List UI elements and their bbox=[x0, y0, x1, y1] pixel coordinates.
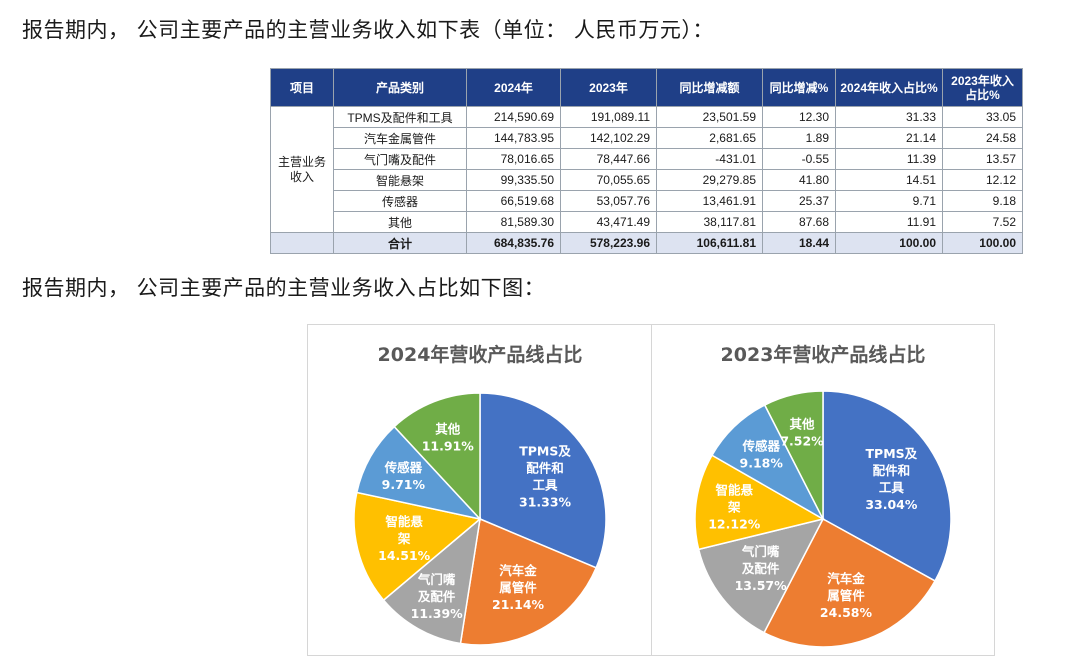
table-row: 传感器 66,519.68 53,057.76 13,461.91 25.37 … bbox=[271, 190, 1023, 212]
share-2023-cell: 33.05 bbox=[942, 106, 1023, 128]
share-2024-cell: 9.71 bbox=[835, 190, 943, 212]
heading-table-intro: 报告期内， 公司主要产品的主营业务收入如下表（单位： 人民币万元）： bbox=[22, 18, 714, 42]
diff-cell: 23,501.59 bbox=[656, 106, 763, 128]
diff-cell: 29,279.85 bbox=[656, 169, 763, 191]
diff-cell: -431.01 bbox=[656, 148, 763, 170]
slice-label-metal-tube: 汽车金属管件 21.14% bbox=[492, 563, 545, 612]
pie-slice-valve bbox=[382, 517, 482, 645]
share-2023-cell: 9.18 bbox=[942, 190, 1023, 212]
slice-label-other: 其他 11.91% bbox=[422, 421, 475, 453]
total-label-cell: 合计 bbox=[333, 232, 467, 254]
total-share-2023-cell: 100.00 bbox=[942, 232, 1023, 254]
share-2024-cell: 31.33 bbox=[835, 106, 943, 128]
total-share-2024-cell: 100.00 bbox=[835, 232, 943, 254]
pie-slice-suspension bbox=[353, 491, 482, 602]
table-row: 气门嘴及配件 78,016.65 78,447.66 -431.01 -0.55… bbox=[271, 148, 1023, 170]
header-cell: 产品类别 bbox=[333, 68, 467, 107]
slice-label-tpms: TPMS及配件和工具 33.04% bbox=[865, 446, 918, 512]
slice-label-sensor: 传感器 9.71% bbox=[382, 460, 426, 492]
value-2024-cell: 99,335.50 bbox=[466, 169, 561, 191]
share-2023-cell: 12.12 bbox=[942, 169, 1023, 191]
slice-label-other: 其他 7.52% bbox=[780, 416, 824, 448]
slice-label-metal-tube: 汽车金属管件 24.58% bbox=[820, 571, 873, 620]
category-cell: 智能悬架 bbox=[333, 169, 467, 191]
share-2024-cell: 21.14 bbox=[835, 127, 943, 149]
value-2023-cell: 70,055.65 bbox=[560, 169, 657, 191]
slice-label-suspension: 智能悬架 14.51% bbox=[378, 514, 431, 563]
header-cell: 2024年 bbox=[466, 68, 561, 107]
share-2023-cell: 13.57 bbox=[942, 148, 1023, 170]
value-2023-cell: 53,057.76 bbox=[560, 190, 657, 212]
header-cell: 同比增减额 bbox=[656, 68, 763, 107]
pie-slice-tpms bbox=[822, 390, 952, 582]
pie-slice-sensor bbox=[355, 425, 483, 521]
header-cell: 项目 bbox=[270, 68, 334, 107]
value-2023-cell: 78,447.66 bbox=[560, 148, 657, 170]
category-cell: 汽车金属管件 bbox=[333, 127, 467, 149]
table-row: 智能悬架 99,335.50 70,055.65 29,279.85 41.80… bbox=[271, 169, 1023, 191]
value-2023-cell: 191,089.11 bbox=[560, 106, 657, 128]
pie-chart-2023: 2023年营收产品线占比 TPMS及配件和工具 33.04% 汽车金属管件 24.58%… bbox=[694, 343, 952, 648]
pie-chart-2024: 2024年营收产品线占比 TPMS及配件和工具 31.33% 汽车金属管件 21.14%… bbox=[353, 343, 607, 646]
share-2024-cell: 14.51 bbox=[835, 169, 943, 191]
slice-label-valve: 气门嘴及配件 11.39% bbox=[411, 572, 464, 621]
slice-label-tpms: TPMS及配件和工具 31.33% bbox=[519, 443, 572, 509]
share-2023-cell: 7.52 bbox=[942, 211, 1023, 233]
table-row: 汽车金属管件 144,783.95 142,102.29 2,681.65 1.… bbox=[271, 127, 1023, 149]
group-label-cell: 主营业务收入 bbox=[270, 106, 334, 233]
header-cell: 2023年收入占比% bbox=[942, 68, 1023, 107]
diff-cell: 38,117.81 bbox=[656, 211, 763, 233]
value-2023-cell: 43,471.49 bbox=[560, 211, 657, 233]
slice-label-valve: 气门嘴及配件 13.57% bbox=[735, 544, 788, 593]
pie-slice-metal-tube bbox=[459, 517, 598, 646]
pie-slice-other bbox=[393, 392, 481, 521]
panel-divider bbox=[651, 325, 652, 655]
diff-cell: 13,461.91 bbox=[656, 190, 763, 212]
pie-slice-suspension bbox=[694, 454, 825, 551]
pct-change-cell: 1.89 bbox=[762, 127, 836, 149]
value-2024-cell: 144,783.95 bbox=[466, 127, 561, 149]
heading-chart-intro: 报告期内， 公司主要产品的主营业务收入占比如下图： bbox=[22, 276, 546, 300]
share-2023-cell: 24.58 bbox=[942, 127, 1023, 149]
revenue-table: 项目 产品类别 2024年 2023年 同比增减额 同比增减% 2024年收入占… bbox=[270, 68, 1023, 254]
category-cell: 传感器 bbox=[333, 190, 467, 212]
table-row: 主营业务收入 TPMS及配件和工具 214,590.69 191,089.11 … bbox=[270, 106, 1023, 233]
pct-change-cell: -0.55 bbox=[762, 148, 836, 170]
header-cell: 同比增减% bbox=[762, 68, 836, 107]
table-row: 其他 81,589.30 43,471.49 38,117.81 87.68 1… bbox=[271, 211, 1023, 233]
value-2024-cell: 66,519.68 bbox=[466, 190, 561, 212]
pie-slice-tpms bbox=[479, 392, 607, 569]
diff-cell: 2,681.65 bbox=[656, 127, 763, 149]
pie-slice-valve bbox=[697, 517, 825, 634]
value-2024-cell: 214,590.69 bbox=[466, 106, 561, 128]
chart-title: 2023年营收产品线占比 bbox=[721, 343, 926, 366]
header-cell: 2023年 bbox=[560, 68, 657, 107]
category-cell: 气门嘴及配件 bbox=[333, 148, 467, 170]
total-diff-cell: 106,611.81 bbox=[656, 232, 763, 254]
total-blank-cell bbox=[270, 232, 334, 254]
value-2024-cell: 81,589.30 bbox=[466, 211, 561, 233]
table-total-row: 合计 684,835.76 578,223.96 106,611.81 18.4… bbox=[270, 232, 1023, 254]
slice-label-suspension: 智能悬架 12.12% bbox=[708, 482, 761, 531]
value-2024-cell: 78,016.65 bbox=[466, 148, 561, 170]
pct-change-cell: 25.37 bbox=[762, 190, 836, 212]
total-2023-cell: 578,223.96 bbox=[560, 232, 657, 254]
header-cell: 2024年收入占比% bbox=[835, 68, 943, 107]
total-pct-cell: 18.44 bbox=[762, 232, 836, 254]
category-cell: 其他 bbox=[333, 211, 467, 233]
pct-change-cell: 12.30 bbox=[762, 106, 836, 128]
share-2024-cell: 11.91 bbox=[835, 211, 943, 233]
category-cell: TPMS及配件和工具 bbox=[333, 106, 467, 128]
chart-title: 2024年营收产品线占比 bbox=[378, 343, 583, 366]
table-header-row: 项目 产品类别 2024年 2023年 同比增减额 同比增减% 2024年收入占… bbox=[270, 68, 1023, 107]
total-2024-cell: 684,835.76 bbox=[466, 232, 561, 254]
pct-change-cell: 87.68 bbox=[762, 211, 836, 233]
pct-change-cell: 41.80 bbox=[762, 169, 836, 191]
pie-slice-other bbox=[763, 390, 824, 520]
pie-charts-panel: 2024年营收产品线占比 TPMS及配件和工具 31.33% 汽车金属管件 21.14%… bbox=[307, 324, 995, 656]
value-2023-cell: 142,102.29 bbox=[560, 127, 657, 149]
slice-label-sensor: 传感器 9.18% bbox=[740, 439, 784, 471]
share-2024-cell: 11.39 bbox=[835, 148, 943, 170]
